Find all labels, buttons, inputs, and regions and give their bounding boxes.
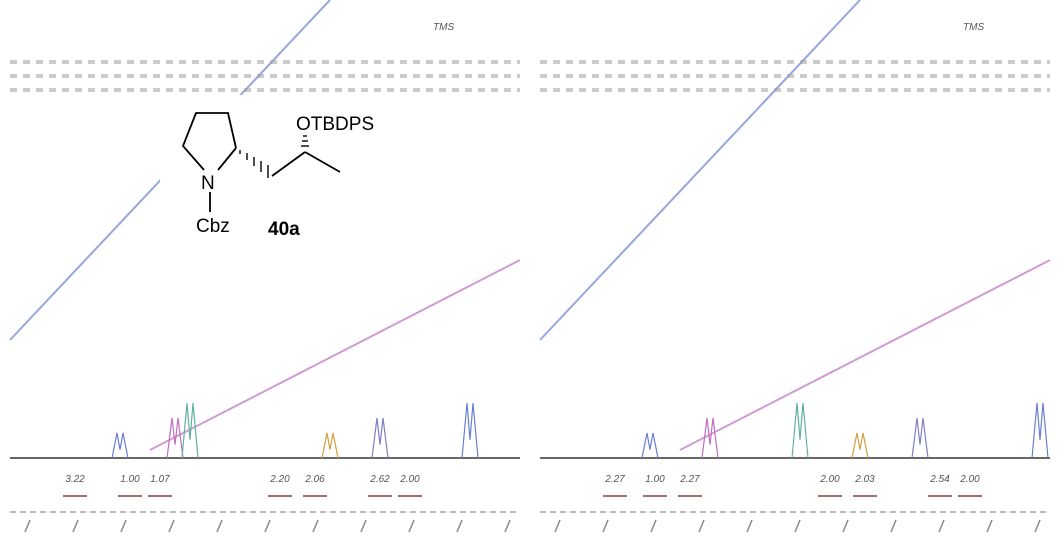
background	[0, 0, 1060, 540]
reference-label: TMS	[433, 22, 454, 33]
integral-value: 1.07	[150, 474, 170, 485]
page: 3.22 1.00 1.07 2.20 2.06 2.62 2.00 2.27 1.00 2.27…	[0, 0, 1060, 540]
integral-value: 2.00	[399, 474, 420, 485]
integral-value: 2.20	[269, 474, 290, 485]
compound-label: 40a	[268, 219, 300, 240]
reference-label: TMS	[963, 22, 984, 33]
integral-value: 2.06	[304, 474, 325, 485]
protecting-group: Cbz	[196, 216, 230, 237]
integral-value: 2.00	[819, 474, 840, 485]
integral-value: 2.54	[929, 474, 950, 485]
integral-value: 2.62	[369, 474, 390, 485]
integral-value: 2.00	[959, 474, 980, 485]
integral-value: 2.03	[854, 474, 875, 485]
nitrogen-label: N	[201, 173, 215, 194]
structure: N Cbz OTBDPS 40a	[160, 95, 374, 245]
integral-value: 2.27	[679, 474, 700, 485]
substituent: OTBDPS	[296, 114, 374, 135]
integral-value: 3.22	[65, 474, 85, 485]
integral-value: 1.00	[645, 474, 665, 485]
integral-value: 2.27	[604, 474, 625, 485]
nmr-figure: 3.22 1.00 1.07 2.20 2.06 2.62 2.00 2.27 1.00 2.27…	[0, 0, 1060, 540]
integral-value: 1.00	[120, 474, 140, 485]
